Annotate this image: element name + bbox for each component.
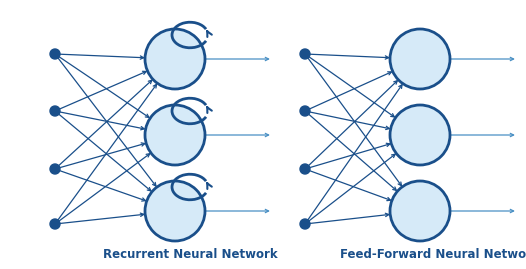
Text: Recurrent Neural Network: Recurrent Neural Network	[103, 248, 277, 261]
Text: Feed-Forward Neural Network: Feed-Forward Neural Network	[340, 248, 526, 261]
Circle shape	[390, 29, 450, 89]
Circle shape	[390, 105, 450, 165]
Circle shape	[300, 219, 310, 229]
Circle shape	[300, 49, 310, 59]
Circle shape	[300, 106, 310, 116]
Circle shape	[300, 164, 310, 174]
Circle shape	[145, 105, 205, 165]
Circle shape	[145, 181, 205, 241]
Circle shape	[145, 29, 205, 89]
Circle shape	[50, 106, 60, 116]
Circle shape	[390, 181, 450, 241]
Circle shape	[50, 164, 60, 174]
Circle shape	[50, 49, 60, 59]
Circle shape	[50, 219, 60, 229]
